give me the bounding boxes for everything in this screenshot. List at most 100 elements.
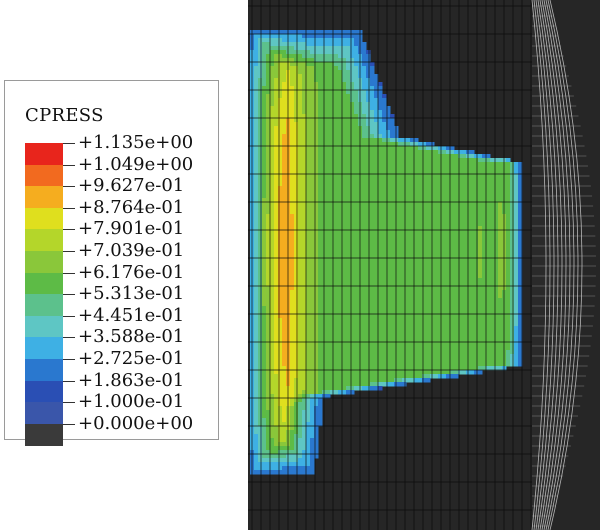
contour-cell [426, 158, 431, 163]
contour-cell [258, 62, 263, 67]
contour-cell [282, 50, 287, 55]
contour-cell [330, 78, 335, 83]
contour-cell [406, 242, 411, 247]
contour-cell [386, 362, 391, 367]
contour-cell [302, 238, 307, 243]
contour-cell [402, 202, 407, 207]
contour-cell [258, 310, 263, 315]
contour-cell [346, 110, 351, 115]
contour-cell [258, 238, 263, 243]
contour-cell [294, 94, 299, 99]
contour-cell [386, 350, 391, 355]
contour-cell [442, 170, 447, 175]
contour-cell [410, 366, 415, 371]
contour-cell [442, 270, 447, 275]
contour-cell [426, 150, 431, 155]
contour-cell [470, 218, 475, 223]
contour-cell [382, 358, 387, 363]
contour-cell [278, 94, 283, 99]
contour-cell [446, 182, 451, 187]
contour-cell [342, 246, 347, 251]
contour-cell [346, 214, 351, 219]
contour-cell [362, 138, 367, 143]
contour-cell [510, 358, 515, 363]
contour-cell [418, 366, 423, 371]
contour-cell [494, 278, 499, 283]
contour-cell [326, 258, 331, 263]
contour-cell [306, 310, 311, 315]
contour-cell [338, 178, 343, 183]
contour-cell [482, 214, 487, 219]
contour-cell [454, 246, 459, 251]
contour-cell [486, 346, 491, 351]
contour-cell [374, 210, 379, 215]
contour-cell [370, 158, 375, 163]
contour-cell [326, 358, 331, 363]
contour-cell [346, 350, 351, 355]
contour-cell [390, 254, 395, 259]
contour-cell [294, 266, 299, 271]
contour-cell [370, 266, 375, 271]
contour-cell [346, 342, 351, 347]
contour-cell [366, 278, 371, 283]
contour-cell [330, 330, 335, 335]
contour-cell [362, 106, 367, 111]
contour-cell [350, 174, 355, 179]
contour-cell [454, 210, 459, 215]
contour-cell [426, 274, 431, 279]
contour-cell [294, 166, 299, 171]
contour-cell [302, 350, 307, 355]
contour-cell [370, 210, 375, 215]
contour-cell [378, 266, 383, 271]
contour-cell [270, 122, 275, 127]
contour-cell [326, 182, 331, 187]
contour-cell [294, 254, 299, 259]
contour-cell [310, 98, 315, 103]
contour-cell [274, 238, 279, 243]
contour-cell [378, 206, 383, 211]
contour-cell [306, 290, 311, 295]
contour-cell [258, 222, 263, 227]
contour-cell [262, 342, 267, 347]
contour-cell [370, 302, 375, 307]
contour-cell [318, 366, 323, 371]
contour-cell [386, 198, 391, 203]
contour-cell [330, 226, 335, 231]
contour-cell [282, 82, 287, 87]
contour-cell [326, 334, 331, 339]
contour-cell [446, 174, 451, 179]
contour-cell [482, 306, 487, 311]
contour-cell [274, 262, 279, 267]
contour-cell [314, 286, 319, 291]
contour-cell [434, 354, 439, 359]
contour-cell [470, 162, 475, 167]
contour-cell [306, 202, 311, 207]
contour-cell [386, 282, 391, 287]
contour-cell [374, 154, 379, 159]
contour-cell [334, 246, 339, 251]
contour-cell [390, 194, 395, 199]
contour-cell [446, 346, 451, 351]
contour-cell [294, 322, 299, 327]
contour-cell [282, 206, 287, 211]
contour-cell [442, 218, 447, 223]
contour-cell [434, 266, 439, 271]
contour-cell [490, 362, 495, 367]
contour-cell [410, 210, 415, 215]
contour-cell [282, 178, 287, 183]
contour-cell [314, 262, 319, 267]
contour-cell [330, 230, 335, 235]
contour-cell [294, 194, 299, 199]
contour-cell [330, 46, 335, 51]
contour-cell [350, 306, 355, 311]
contour-cell [474, 314, 479, 319]
contour-cell [370, 238, 375, 243]
contour-cell [402, 234, 407, 239]
contour-cell [282, 166, 287, 171]
contour-cell [338, 70, 343, 75]
contour-cell [314, 78, 319, 83]
contour-cell [258, 374, 263, 379]
contour-cell [514, 270, 519, 275]
contour-cell [270, 198, 275, 203]
contour-cell [326, 278, 331, 283]
